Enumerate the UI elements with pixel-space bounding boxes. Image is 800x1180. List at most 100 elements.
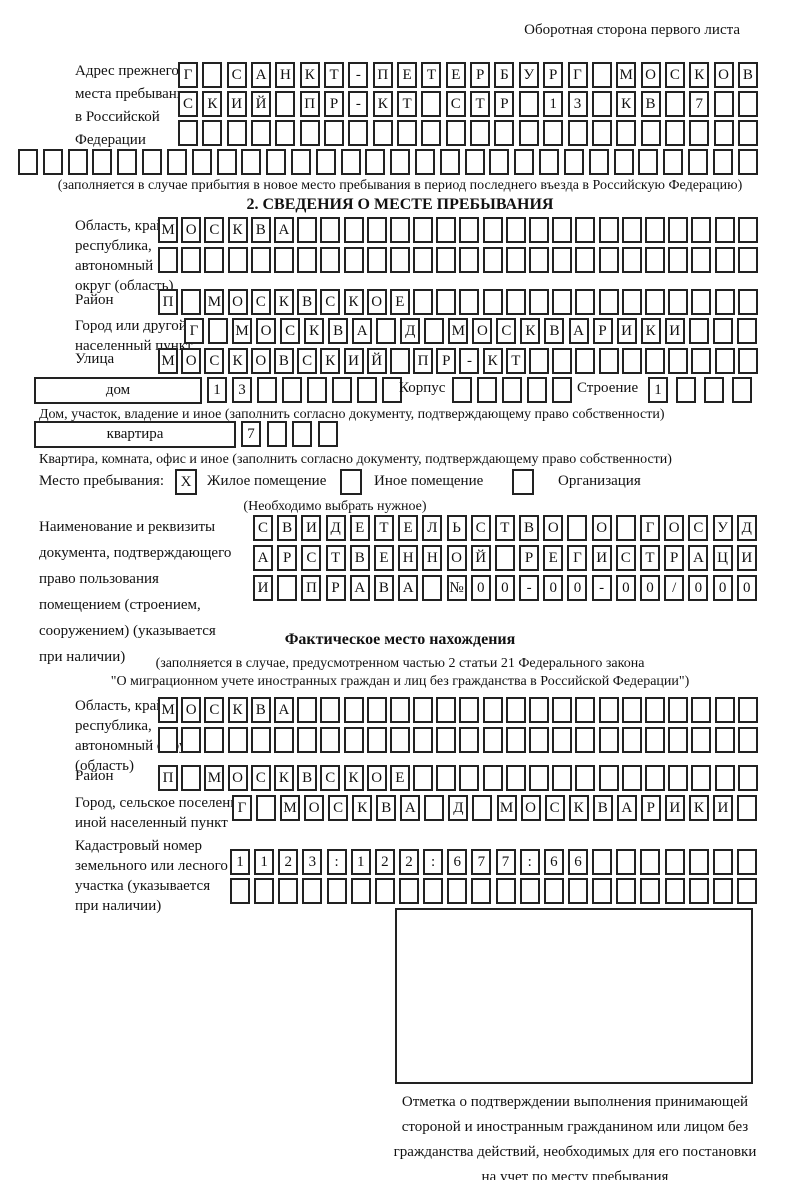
label-line: документа, подтверждающего — [39, 545, 232, 561]
char-box — [436, 697, 457, 723]
char-box — [158, 727, 178, 753]
char-box: С — [250, 289, 271, 315]
char-box — [421, 120, 442, 146]
char-box: - — [348, 62, 369, 88]
stay-type-note: (Необходимо выбрать нужное) — [243, 499, 427, 514]
char-box — [320, 697, 341, 723]
char-box: Е — [445, 62, 466, 88]
char-box — [644, 765, 665, 791]
char-box: С — [297, 348, 318, 374]
char-box — [676, 377, 696, 403]
char-box — [591, 120, 612, 146]
caption-line: на учет по месту пребывания — [481, 1169, 669, 1180]
char-box — [18, 149, 38, 175]
char-box — [226, 120, 247, 146]
char-box: В — [277, 515, 298, 541]
char-box: И — [343, 348, 364, 374]
char-box: И — [616, 318, 637, 344]
caption-line: Отметка о подтверждении выполнения прини… — [401, 1094, 749, 1110]
char-box: А — [400, 795, 421, 821]
char-box: - — [519, 575, 540, 601]
char-box: 0 — [470, 575, 491, 601]
char-box: Е — [389, 765, 410, 791]
char-box — [691, 217, 712, 243]
char-box — [413, 765, 434, 791]
char-box — [202, 120, 223, 146]
char-box — [539, 149, 560, 175]
char-box: С — [280, 318, 301, 344]
char-box — [439, 149, 460, 175]
char-box: 1 — [230, 849, 250, 875]
char-box: Ц — [712, 545, 733, 571]
char-box — [307, 377, 327, 403]
char-box: 6 — [543, 849, 564, 875]
char-box — [691, 289, 712, 315]
char-box — [459, 247, 480, 273]
char-box — [250, 247, 271, 273]
char-box — [640, 849, 661, 875]
char-box — [529, 348, 549, 374]
char-box — [529, 289, 549, 315]
korpus-row — [452, 377, 572, 403]
char-box — [142, 149, 163, 175]
char-box: В — [592, 795, 613, 821]
char-box — [736, 795, 757, 821]
char-box — [644, 697, 665, 723]
char-box: Д — [325, 515, 346, 541]
char-box — [644, 348, 665, 374]
label-line: Федерации — [75, 132, 146, 148]
char-box — [459, 289, 480, 315]
char-box: О — [250, 348, 271, 374]
char-box — [374, 878, 395, 904]
char-box: 2 — [398, 849, 419, 875]
label-line: места пребывания — [75, 86, 192, 102]
char-box — [447, 878, 468, 904]
char-box: О — [446, 545, 467, 571]
stamp-caption: Отметка о подтверждении выполнения прини… — [350, 1090, 800, 1180]
char-box — [389, 697, 410, 723]
label-line: участка (указывается — [75, 878, 211, 894]
char-box — [302, 878, 323, 904]
char-box — [529, 727, 549, 753]
char-box — [598, 348, 619, 374]
char-box: 1 — [350, 849, 371, 875]
char-box — [482, 289, 503, 315]
char-box — [273, 727, 294, 753]
apartment-note: Квартира, комната, офис и иное (заполнит… — [39, 452, 672, 467]
char-box: Г — [178, 62, 198, 88]
char-box — [459, 727, 480, 753]
region-label: Область, край, республика, автономный ок… — [75, 216, 173, 296]
document-label: Наименование и реквизиты документа, подт… — [39, 514, 231, 670]
char-box — [691, 765, 712, 791]
char-box — [575, 765, 596, 791]
char-box — [257, 377, 277, 403]
label-line: округ (область) — [75, 278, 174, 294]
char-box — [472, 795, 493, 821]
char-box — [459, 217, 480, 243]
korpus-label: Корпус — [399, 380, 446, 396]
label-line: при наличии) — [39, 649, 126, 665]
label-line: республика, — [75, 238, 152, 254]
char-box: С — [301, 545, 322, 571]
char-box — [552, 727, 573, 753]
char-box — [324, 120, 345, 146]
char-box: № — [446, 575, 467, 601]
char-box: К — [343, 765, 364, 791]
char-box — [552, 377, 572, 403]
char-box — [230, 878, 250, 904]
char-box: М — [232, 318, 253, 344]
char-box: К — [689, 62, 710, 88]
char-box — [714, 289, 735, 315]
char-box: А — [616, 795, 637, 821]
char-box — [737, 727, 758, 753]
char-box: Г — [640, 515, 660, 541]
char-box: С — [204, 348, 225, 374]
label-line: право пользования — [39, 571, 159, 587]
char-box — [591, 91, 612, 117]
char-box: И — [226, 91, 247, 117]
label-line: Город или другой — [75, 318, 187, 334]
char-box — [737, 120, 758, 146]
char-box — [117, 149, 138, 175]
